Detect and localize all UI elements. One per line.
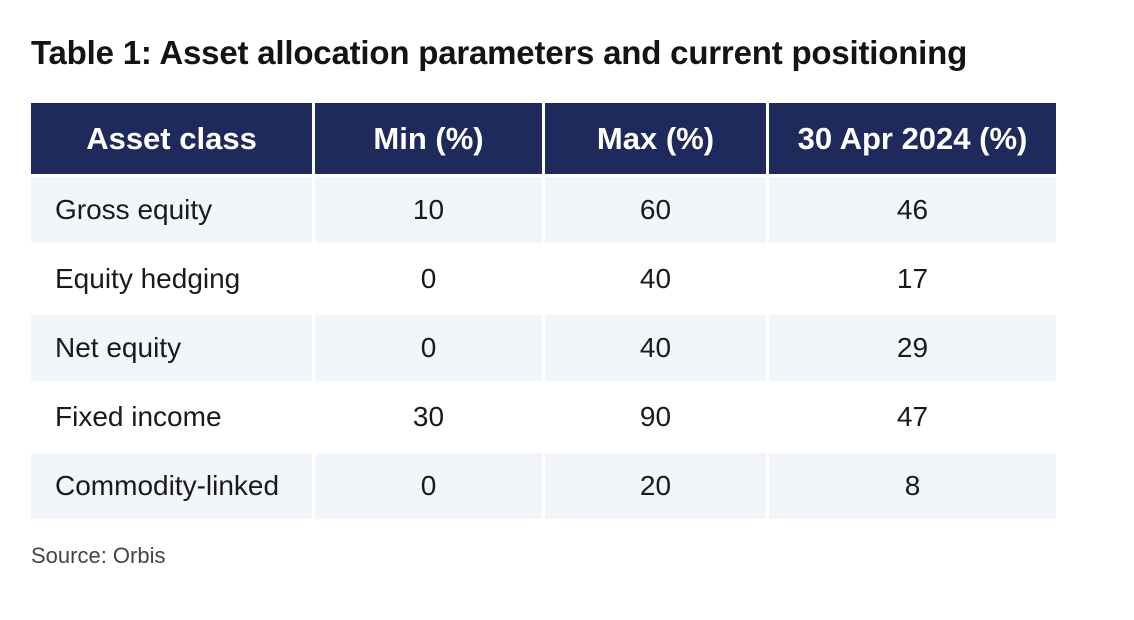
cell-min: 0 [315, 453, 542, 519]
cell-min: 0 [315, 246, 542, 312]
table-header-row: Asset class Min (%) Max (%) 30 Apr 2024 … [31, 103, 1056, 174]
table-row: Commodity-linked 0 20 8 [31, 453, 1056, 519]
table-row: Equity hedging 0 40 17 [31, 246, 1056, 312]
cell-current: 8 [769, 453, 1056, 519]
cell-max: 60 [545, 177, 766, 243]
cell-current: 17 [769, 246, 1056, 312]
cell-min: 10 [315, 177, 542, 243]
table-row: Gross equity 10 60 46 [31, 177, 1056, 243]
header-max: Max (%) [545, 103, 766, 174]
header-asset-class: Asset class [31, 103, 312, 174]
cell-max: 40 [545, 246, 766, 312]
asset-allocation-table: Asset class Min (%) Max (%) 30 Apr 2024 … [28, 100, 1059, 522]
header-min: Min (%) [315, 103, 542, 174]
cell-current: 29 [769, 315, 1056, 381]
cell-asset-class: Equity hedging [31, 246, 312, 312]
table-row: Net equity 0 40 29 [31, 315, 1056, 381]
source-note: Source: Orbis [31, 543, 166, 568]
cell-max: 40 [545, 315, 766, 381]
header-current: 30 Apr 2024 (%) [769, 103, 1056, 174]
cell-max: 20 [545, 453, 766, 519]
table-row: Fixed income 30 90 47 [31, 384, 1056, 450]
cell-current: 46 [769, 177, 1056, 243]
cell-min: 30 [315, 384, 542, 450]
cell-current: 47 [769, 384, 1056, 450]
cell-asset-class: Net equity [31, 315, 312, 381]
cell-max: 90 [545, 384, 766, 450]
table-title: Table 1: Asset allocation parameters and… [31, 34, 968, 71]
cell-asset-class: Gross equity [31, 177, 312, 243]
cell-asset-class: Commodity-linked [31, 453, 312, 519]
cell-asset-class: Fixed income [31, 384, 312, 450]
cell-min: 0 [315, 315, 542, 381]
